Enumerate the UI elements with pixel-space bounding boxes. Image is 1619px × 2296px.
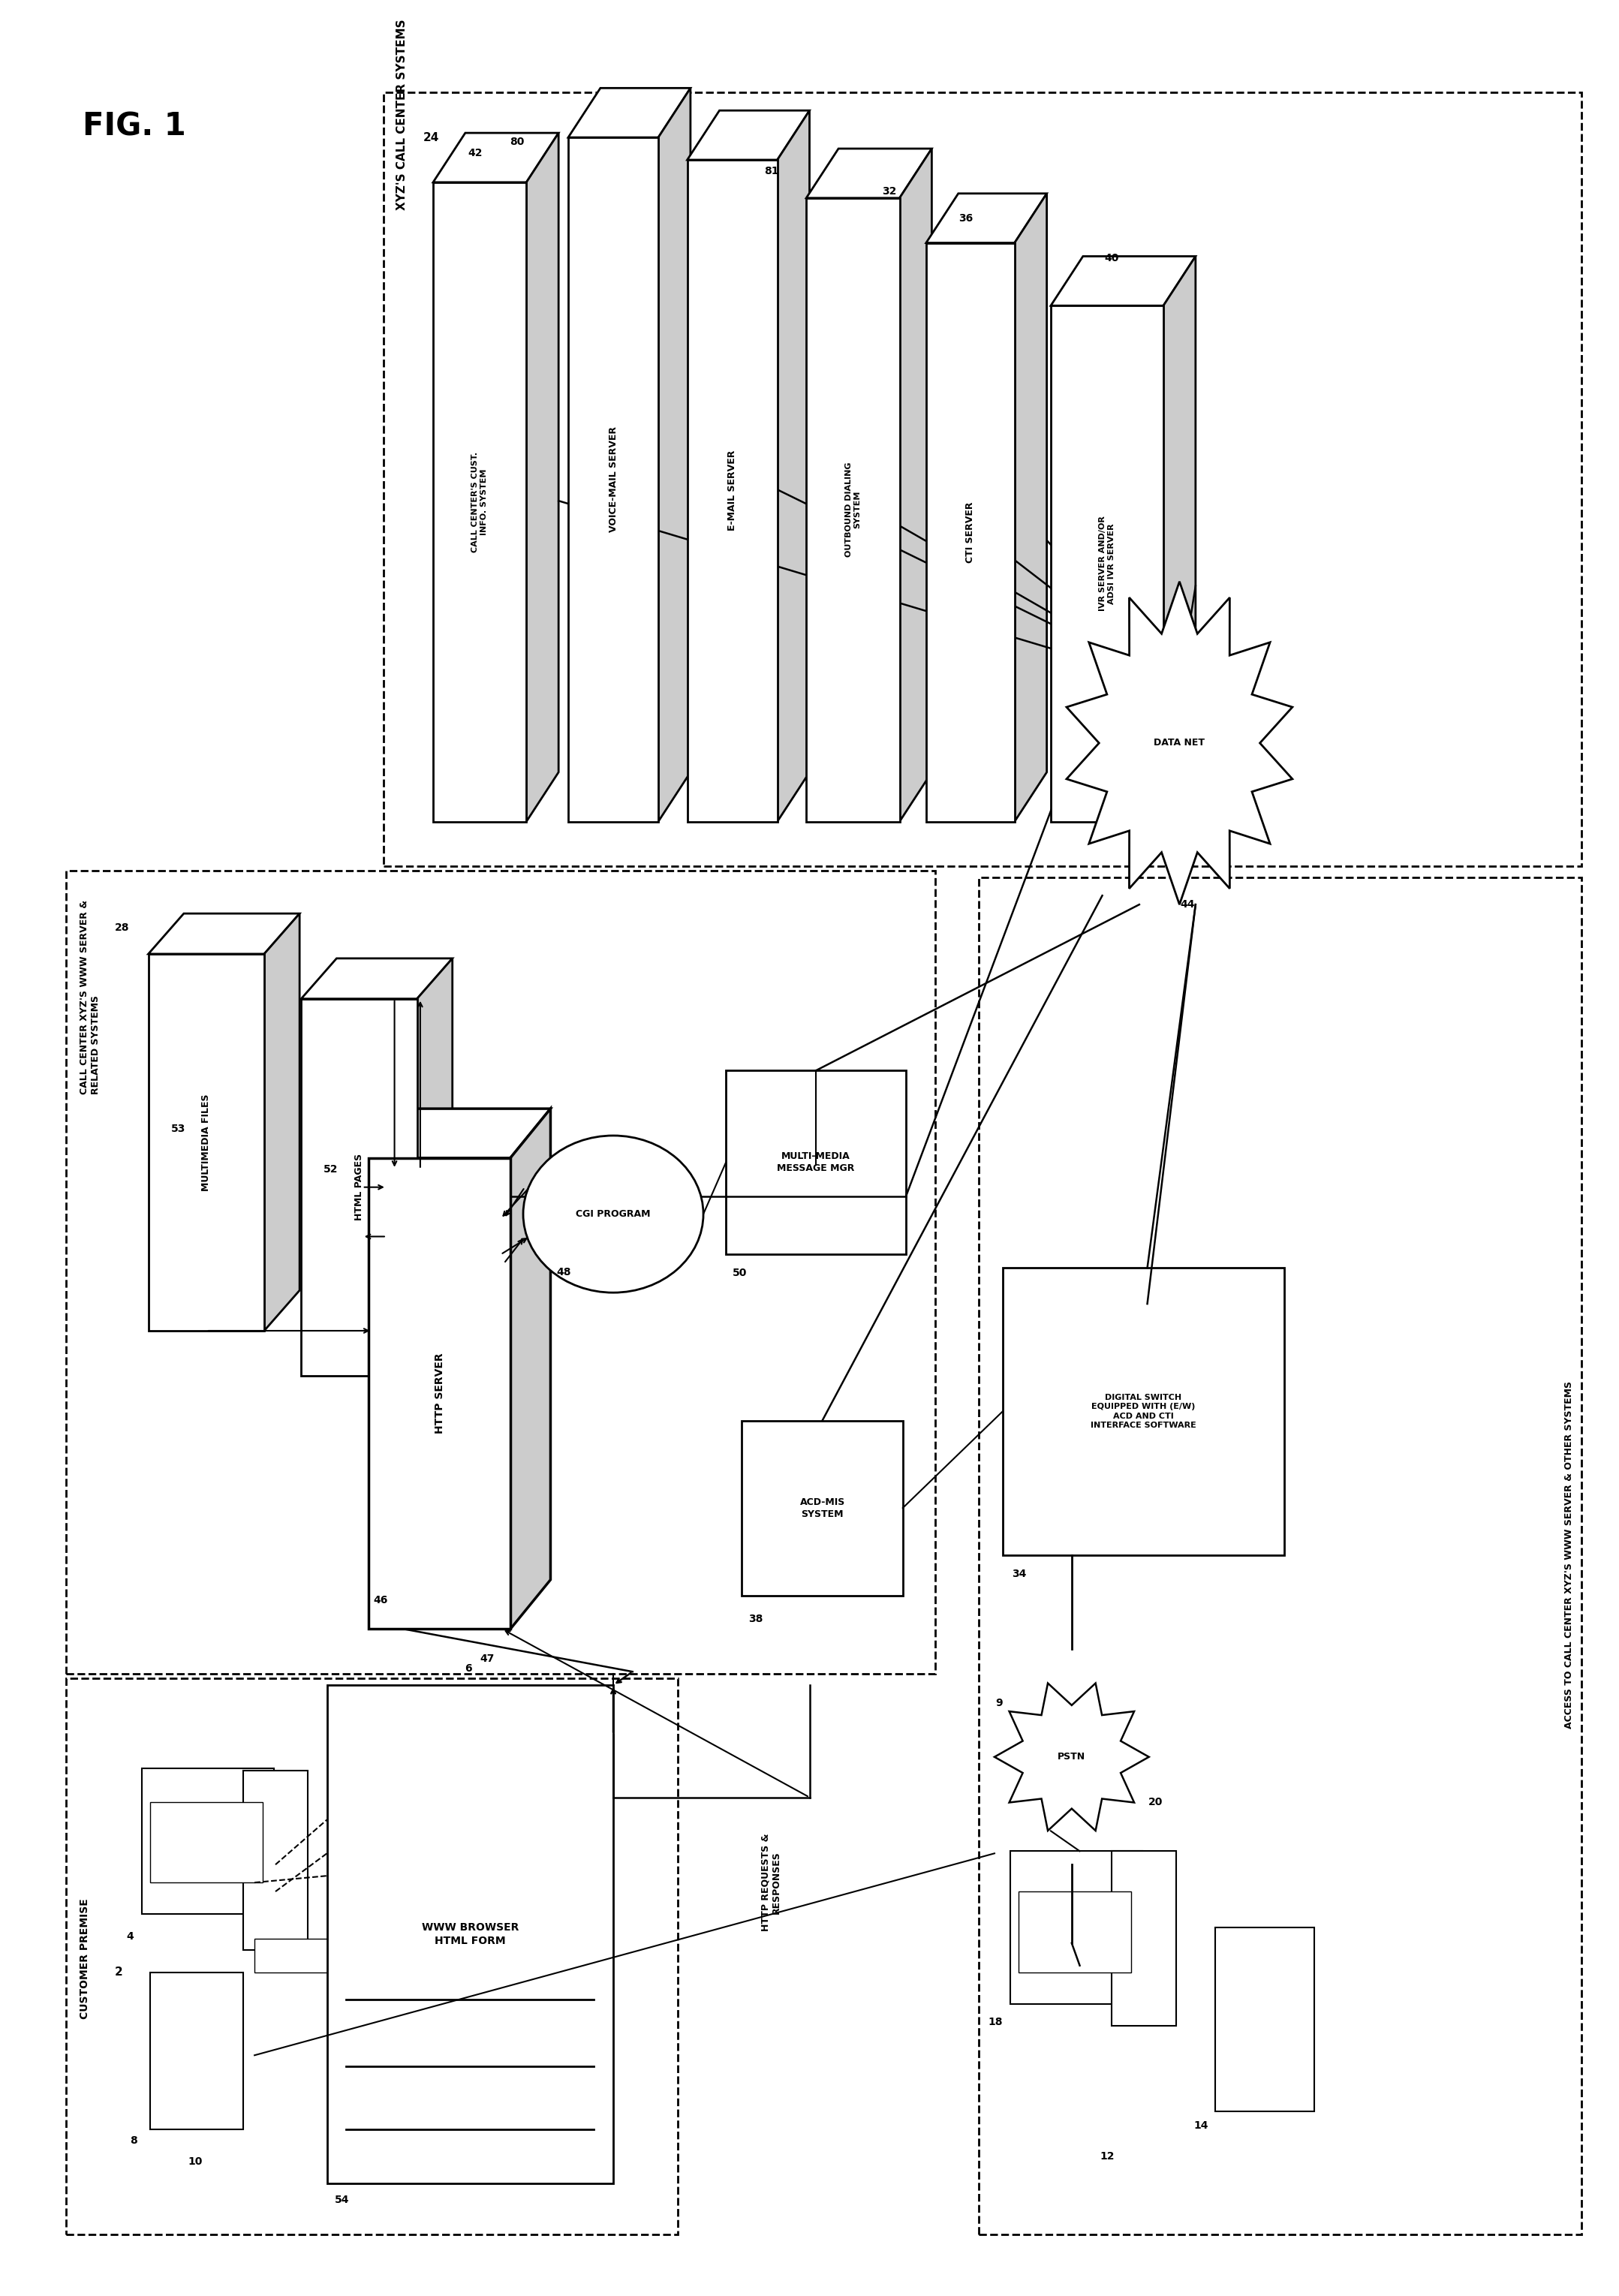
Text: CGI PROGRAM: CGI PROGRAM: [576, 1210, 651, 1219]
Polygon shape: [327, 1685, 614, 2183]
Polygon shape: [1051, 257, 1195, 305]
Polygon shape: [806, 197, 900, 822]
Text: 38: 38: [748, 1614, 763, 1623]
Polygon shape: [725, 1070, 907, 1254]
Polygon shape: [434, 181, 526, 822]
Text: DIGITAL SWITCH
EQUIPPED WITH (E/W)
ACD AND CTI
INTERFACE SOFTWARE: DIGITAL SWITCH EQUIPPED WITH (E/W) ACD A…: [1091, 1394, 1196, 1428]
Text: FIG. 1: FIG. 1: [83, 110, 186, 142]
Text: 8: 8: [130, 2135, 138, 2147]
Text: ACD-MIS
SYSTEM: ACD-MIS SYSTEM: [800, 1497, 845, 1520]
Polygon shape: [900, 149, 933, 822]
Polygon shape: [686, 110, 810, 161]
Text: 40: 40: [1104, 253, 1119, 264]
Polygon shape: [994, 1683, 1149, 1830]
Text: 36: 36: [958, 214, 973, 223]
Polygon shape: [777, 110, 810, 822]
Polygon shape: [301, 999, 418, 1375]
Polygon shape: [1164, 257, 1195, 822]
Text: HTTP SERVER: HTTP SERVER: [434, 1352, 445, 1435]
Text: 12: 12: [1099, 2151, 1114, 2161]
Text: XYZ'S CALL CENTER SYSTEMS: XYZ'S CALL CENTER SYSTEMS: [397, 18, 408, 211]
Polygon shape: [264, 914, 300, 1332]
Polygon shape: [1010, 1851, 1143, 2004]
Text: CUSTOMER PREMISE: CUSTOMER PREMISE: [79, 1899, 89, 2018]
Polygon shape: [510, 1109, 550, 1630]
Polygon shape: [926, 193, 1047, 243]
Polygon shape: [1015, 193, 1047, 822]
Text: 20: 20: [1148, 1795, 1162, 1807]
Polygon shape: [659, 87, 690, 822]
Polygon shape: [926, 243, 1015, 822]
Polygon shape: [151, 1802, 262, 1883]
Text: CALL CENTER'S CUST.
INFO. SYSTEM: CALL CENTER'S CUST. INFO. SYSTEM: [471, 452, 487, 553]
Text: 6: 6: [465, 1662, 473, 1674]
Text: WWW BROWSER
HTML FORM: WWW BROWSER HTML FORM: [421, 1922, 518, 1947]
Polygon shape: [434, 133, 559, 181]
Polygon shape: [1051, 305, 1164, 822]
Polygon shape: [149, 914, 300, 953]
Text: ACCESS TO CALL CENTER XYZ'S WWW SERVER & OTHER SYSTEMS: ACCESS TO CALL CENTER XYZ'S WWW SERVER &…: [1564, 1382, 1574, 1729]
Text: 34: 34: [1012, 1568, 1026, 1580]
Polygon shape: [254, 1938, 371, 1972]
Text: 10: 10: [188, 2156, 202, 2167]
Polygon shape: [1018, 1892, 1132, 1972]
Text: OUTBOUND DIALING
SYSTEM: OUTBOUND DIALING SYSTEM: [845, 461, 861, 558]
Polygon shape: [1067, 581, 1292, 905]
Polygon shape: [418, 957, 452, 1375]
Text: 4: 4: [126, 1931, 134, 1942]
Text: VOICE-MAIL SERVER: VOICE-MAIL SERVER: [609, 427, 618, 533]
Text: 54: 54: [335, 2195, 350, 2204]
Text: 32: 32: [882, 186, 897, 197]
Text: 44: 44: [1180, 900, 1195, 909]
Polygon shape: [151, 1972, 243, 2128]
Text: 46: 46: [374, 1596, 389, 1605]
Text: IVR SERVER AND/OR
ADSI IVR SERVER: IVR SERVER AND/OR ADSI IVR SERVER: [1099, 517, 1115, 611]
Text: MULTIMEDIA FILES: MULTIMEDIA FILES: [201, 1093, 210, 1192]
Polygon shape: [243, 1770, 308, 1949]
Text: 9: 9: [996, 1697, 1002, 1708]
Text: PSTN: PSTN: [1057, 1752, 1086, 1761]
Polygon shape: [142, 1768, 274, 1915]
Text: 2: 2: [115, 1968, 123, 1977]
Text: HTTP REQUESTS &
RESPONSES: HTTP REQUESTS & RESPONSES: [761, 1835, 782, 1931]
Polygon shape: [1002, 1267, 1284, 1554]
Text: 28: 28: [115, 923, 130, 932]
Text: CTI SERVER: CTI SERVER: [965, 501, 975, 563]
Text: E-MAIL SERVER: E-MAIL SERVER: [727, 450, 737, 530]
Polygon shape: [742, 1421, 903, 1596]
Text: 14: 14: [1193, 2119, 1208, 2131]
Polygon shape: [526, 133, 559, 822]
Polygon shape: [301, 957, 452, 999]
Ellipse shape: [523, 1137, 703, 1293]
Polygon shape: [369, 1157, 510, 1630]
Text: 48: 48: [557, 1267, 572, 1277]
Text: 47: 47: [479, 1653, 494, 1665]
Text: 81: 81: [764, 165, 779, 177]
Text: CALL CENTER XYZ'S WWW SERVER &
RELATED SYSTEMS: CALL CENTER XYZ'S WWW SERVER & RELATED S…: [79, 900, 100, 1095]
Polygon shape: [806, 149, 933, 197]
Text: HTML PAGES: HTML PAGES: [355, 1153, 364, 1221]
Text: 18: 18: [988, 2018, 1002, 2027]
Polygon shape: [686, 161, 777, 822]
Text: 42: 42: [468, 147, 482, 158]
Text: 24: 24: [424, 131, 439, 142]
Polygon shape: [1112, 1851, 1177, 2025]
Polygon shape: [369, 1109, 550, 1157]
Polygon shape: [1214, 1926, 1315, 2112]
Polygon shape: [149, 953, 264, 1332]
Text: 53: 53: [172, 1123, 185, 1134]
Text: 80: 80: [510, 138, 525, 147]
Text: 52: 52: [324, 1164, 338, 1176]
Text: DATA NET: DATA NET: [1154, 739, 1205, 748]
Polygon shape: [568, 87, 690, 138]
Text: 50: 50: [732, 1267, 746, 1279]
Polygon shape: [568, 138, 659, 822]
Text: MULTI-MEDIA
MESSAGE MGR: MULTI-MEDIA MESSAGE MGR: [777, 1153, 855, 1173]
